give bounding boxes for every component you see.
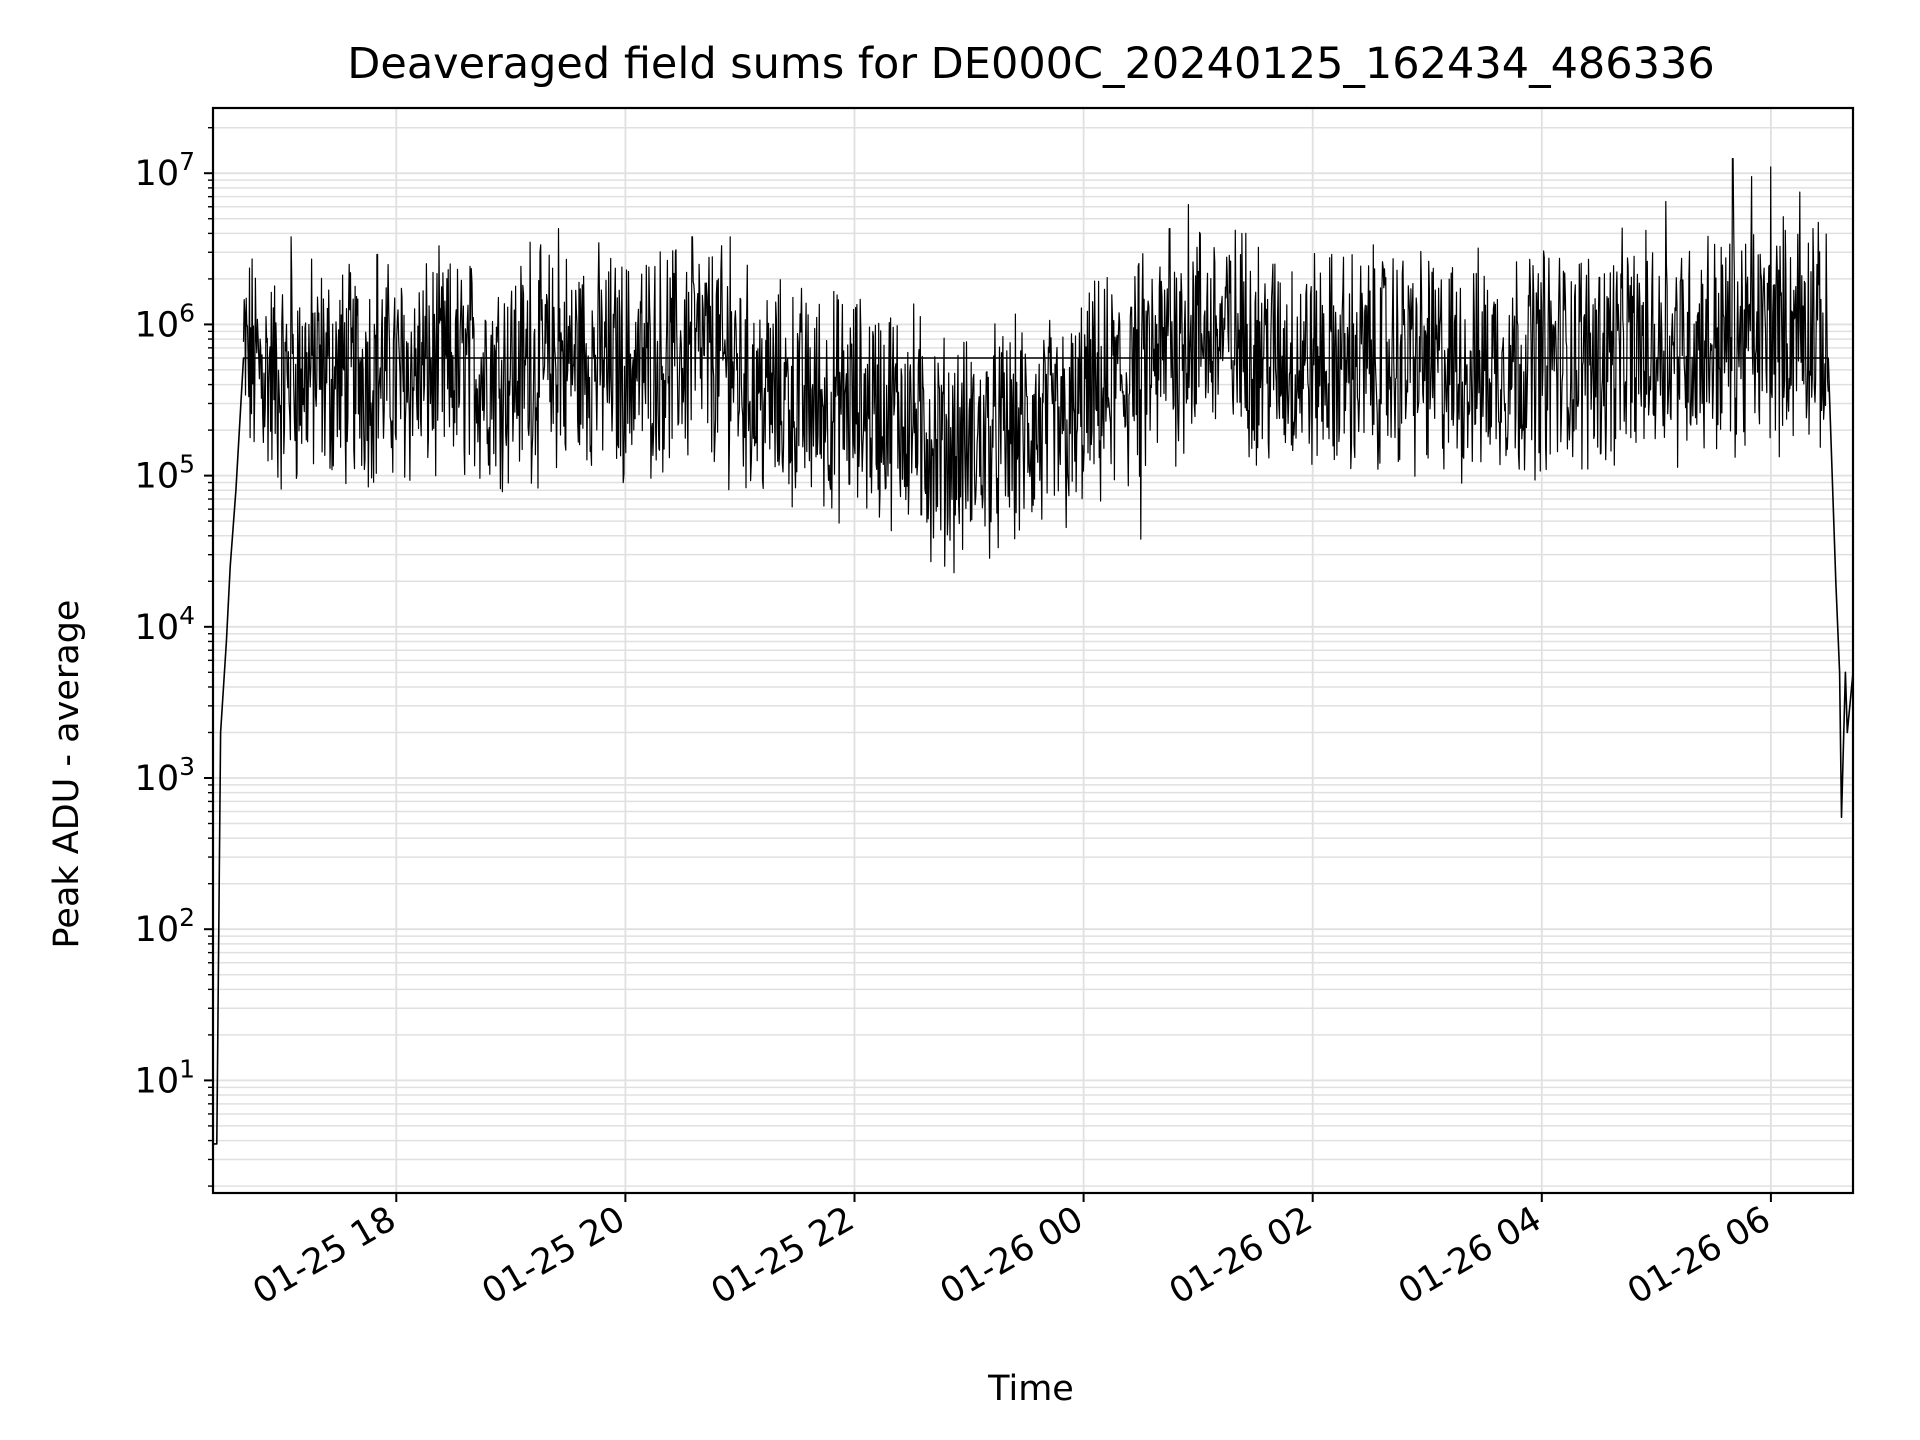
y-tick-label: 106 (135, 298, 195, 345)
series-line (213, 357, 1854, 1145)
y-axis-label: Peak ADU - average (47, 600, 87, 949)
y-tick-label: 102 (135, 903, 195, 950)
grid (213, 108, 1853, 1193)
y-tick-label: 103 (135, 752, 195, 799)
series-noise-line (242, 158, 1829, 574)
y-tick-label: 101 (135, 1054, 195, 1101)
y-tick-label: 104 (135, 601, 195, 648)
y-tick-label: 107 (135, 147, 195, 194)
series-layer (213, 158, 1854, 1145)
y-tick-label: 105 (135, 450, 195, 497)
x-axis-label: Time (987, 1369, 1074, 1409)
chart-title: Deaveraged field sums for DE000C_2024012… (347, 39, 1714, 89)
